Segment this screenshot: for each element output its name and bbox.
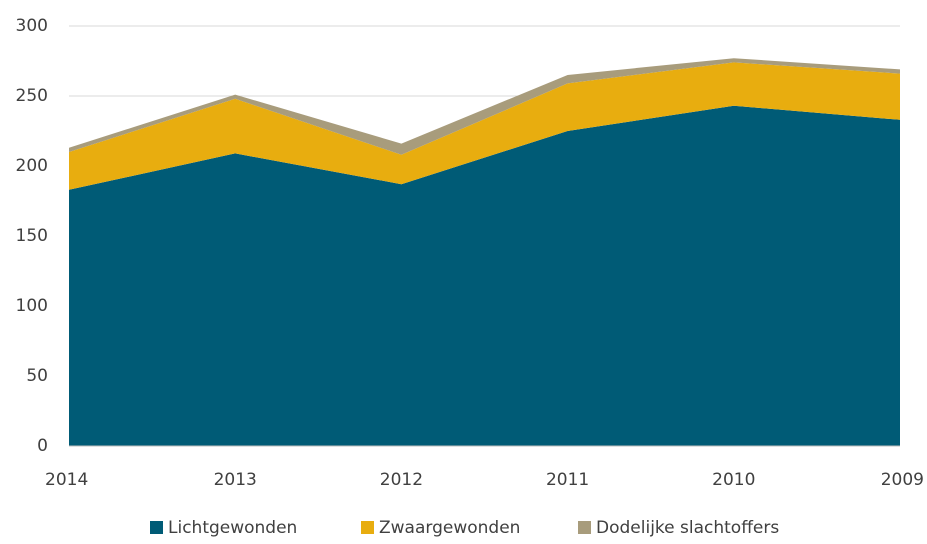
y-tick-label: 150 — [16, 226, 48, 246]
legend-swatch — [150, 521, 163, 534]
y-tick-label: 200 — [16, 156, 48, 176]
legend-label: Lichtgewonden — [168, 518, 297, 538]
area — [69, 105, 900, 447]
x-tick-label: 2013 — [214, 470, 257, 490]
area — [69, 62, 900, 190]
y-tick-label: 0 — [37, 436, 48, 456]
area — [69, 58, 900, 155]
x-tick-label: 2009 — [881, 470, 924, 490]
y-tick-label: 250 — [16, 86, 48, 106]
y-tick-label: 50 — [26, 366, 48, 386]
y-tick-label: 100 — [16, 296, 48, 316]
x-tick-label: 2014 — [45, 470, 88, 490]
legend-swatch — [578, 521, 591, 534]
x-tick-label: 2011 — [546, 470, 589, 490]
y-tick-label: 300 — [16, 16, 48, 36]
x-tick-label: 2010 — [712, 470, 755, 490]
legend-label: Dodelijke slachtoffers — [596, 518, 779, 538]
legend-swatch — [361, 521, 374, 534]
x-tick-label: 2012 — [380, 470, 423, 490]
legend-label: Zwaargewonden — [379, 518, 520, 538]
